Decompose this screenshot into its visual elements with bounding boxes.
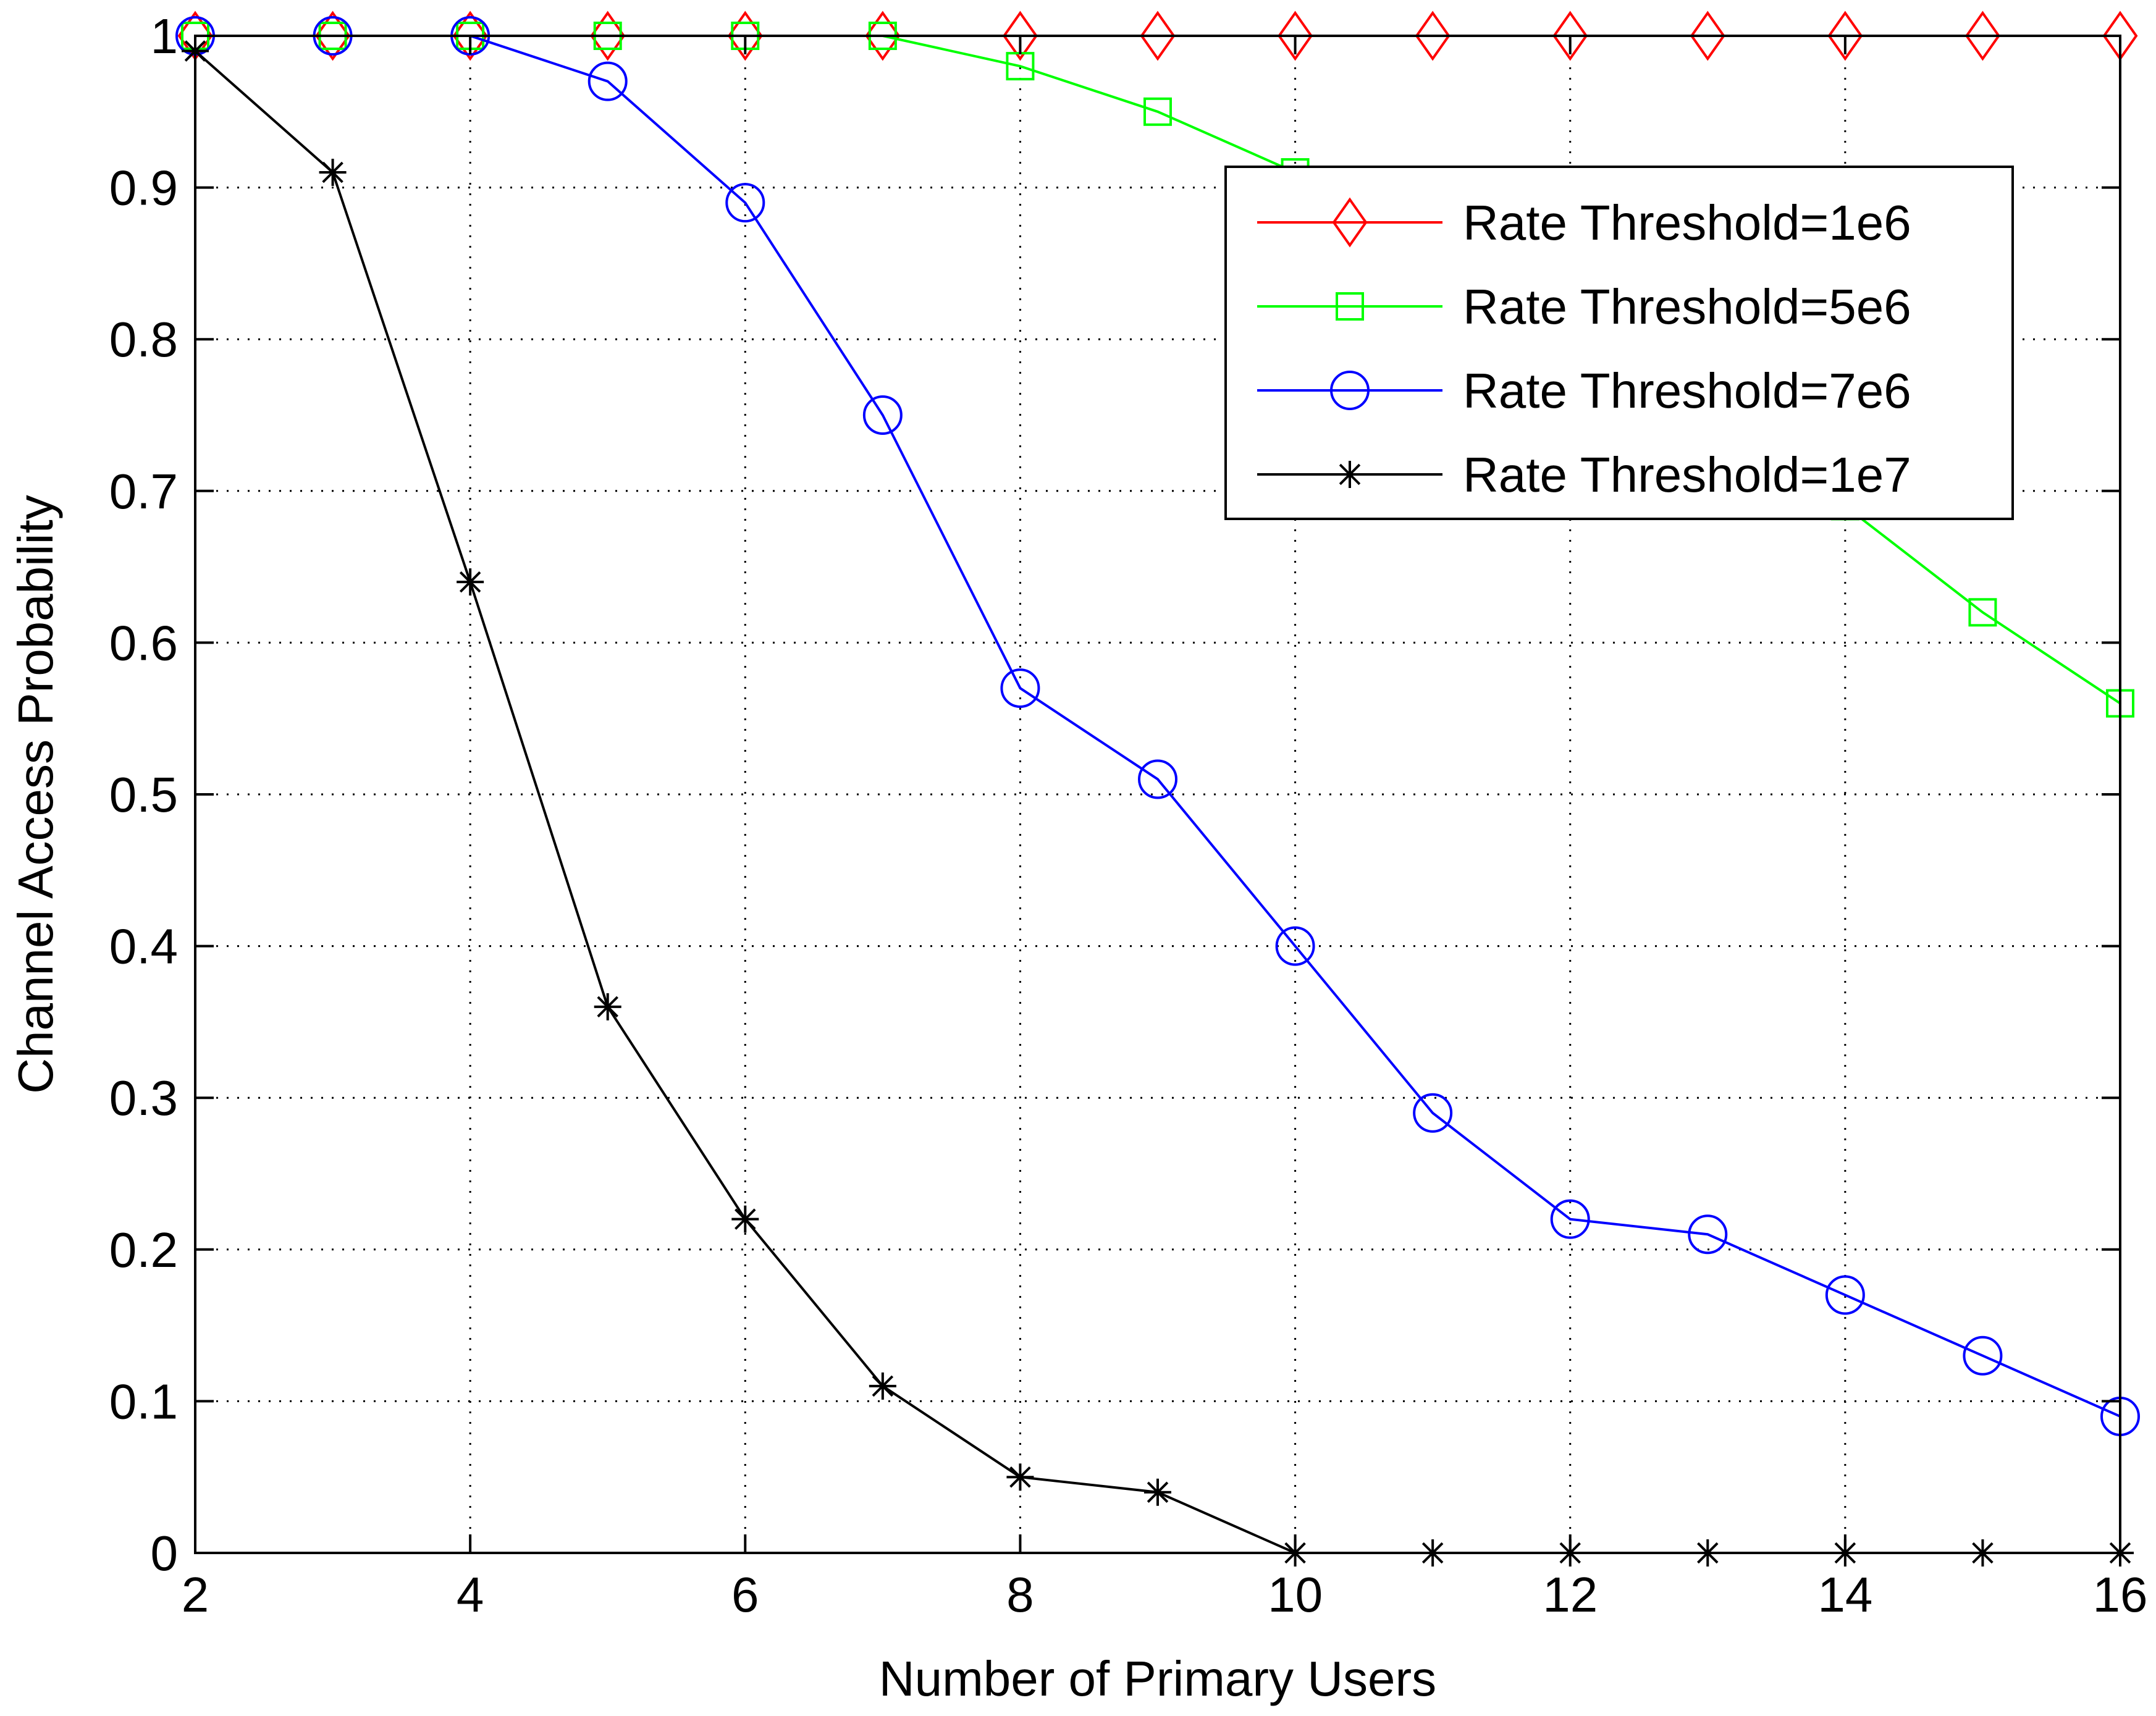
x-tick-label: 2 [182, 1567, 209, 1622]
data-point-circle [1550, 1199, 1590, 1239]
data-point-diamond [1002, 11, 1038, 61]
data-point-circle [1963, 1335, 2003, 1376]
series-line [195, 35, 2121, 1418]
x-tick-label: 16 [2093, 1567, 2148, 1622]
data-point-circle [1825, 1275, 1865, 1315]
legend-item: Rate Threshold=1e7 [1257, 447, 1911, 502]
data-point-diamond [1278, 11, 1313, 61]
x-tick-label: 14 [1817, 1567, 1872, 1622]
y-tick-label: 0.3 [109, 1070, 178, 1125]
data-point-circle [1688, 1214, 1728, 1255]
y-tick-label: 0.6 [109, 615, 178, 670]
legend-box [1224, 166, 2014, 520]
data-point-circle [1000, 668, 1040, 709]
data-point-diamond [865, 11, 901, 61]
data-point-asterisk [594, 993, 621, 1020]
y-tick-label: 0 [151, 1526, 179, 1581]
data-point-circle [862, 395, 903, 435]
x-tick-labels: 2 4 6 8 10 12 14 16 [182, 1567, 2148, 1622]
y-tick-label: 0.2 [109, 1222, 178, 1277]
data-point-diamond [315, 11, 351, 61]
y-tick-label: 0.4 [109, 919, 178, 974]
y-tick-labels: 0 0.1 0.2 0.3 0.4 0.5 0.6 0.7 0.8 0.9 1 [109, 9, 178, 1581]
y-tick-label: 0.8 [109, 312, 178, 367]
data-point-square [1143, 97, 1172, 126]
data-point-diamond [1140, 11, 1176, 61]
data-point-diamond [1552, 11, 1588, 61]
data-point-asterisk [457, 568, 484, 596]
y-axis-title: Channel Access Probability [8, 495, 63, 1093]
data-point-asterisk [731, 1205, 759, 1233]
legend-marker-circle [1330, 371, 1370, 410]
legend-label: Rate Threshold=7e6 [1463, 363, 1911, 418]
data-point-circle [587, 61, 628, 101]
x-tick-label: 10 [1268, 1567, 1323, 1622]
x-tick-label: 12 [1543, 1567, 1598, 1622]
x-axis-title: Number of Primary Users [879, 1651, 1436, 1706]
x-tick-label: 6 [731, 1567, 759, 1622]
data-point-diamond [1964, 11, 2000, 61]
legend-label: Rate Threshold=1e6 [1463, 195, 1911, 250]
data-point-asterisk [1006, 1463, 1034, 1491]
y-tick-label: 0.7 [109, 464, 178, 519]
data-point-diamond [452, 11, 488, 61]
y-tick-label: 0.1 [109, 1374, 178, 1429]
data-point-asterisk [869, 1372, 896, 1400]
data-point-circle [725, 183, 765, 223]
legend-item: Rate Threshold=1e6 [1257, 195, 1911, 250]
legend-marker-square [1336, 292, 1364, 321]
x-tick-label: 8 [1006, 1567, 1034, 1622]
legend: Rate Threshold=1e6 Rate Threshold=5e6 Rate… [1224, 166, 2014, 520]
x-tick-label: 4 [457, 1567, 484, 1622]
data-point-diamond [1690, 11, 1725, 61]
legend-label: Rate Threshold=1e7 [1463, 447, 1911, 502]
data-point-asterisk [1144, 1478, 1171, 1506]
data-point-square [1968, 598, 1997, 627]
data-point-circle [1138, 759, 1177, 799]
y-tick-label: 0.5 [109, 767, 178, 822]
legend-marker-diamond [1332, 197, 1368, 248]
legend-label: Rate Threshold=5e6 [1463, 279, 1911, 334]
y-tick-label: 1 [151, 9, 179, 64]
legend-marker-asterisk [1336, 461, 1363, 488]
data-point-diamond [1415, 11, 1451, 61]
data-point-diamond [727, 11, 763, 61]
legend-item: Rate Threshold=5e6 [1257, 279, 1911, 334]
data-point-circle [1413, 1093, 1453, 1133]
axis-ticks [194, 35, 2121, 1554]
data-point-diamond [1827, 11, 1863, 61]
y-tick-label: 0.9 [109, 161, 178, 216]
data-point-asterisk [319, 159, 347, 187]
data-point-circle [1275, 926, 1315, 966]
data-point-diamond [590, 11, 626, 61]
legend-item: Rate Threshold=7e6 [1257, 363, 1911, 418]
